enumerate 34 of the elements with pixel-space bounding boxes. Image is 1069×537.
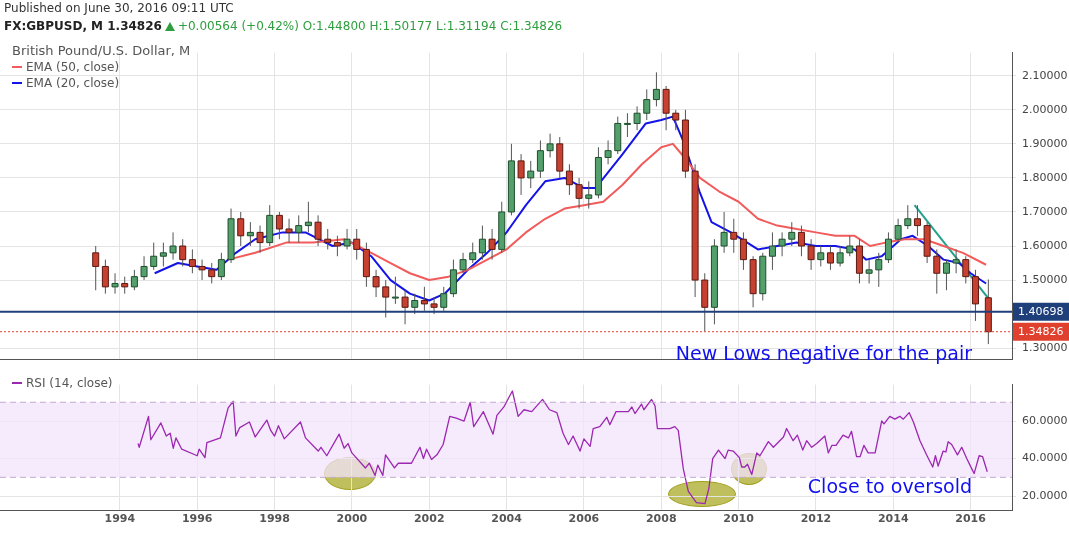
chart-subtitle: +0.00564 (+0.42%) O:1.44800 H:1.50177 L:1.31194 C:1.34826: [177, 19, 563, 33]
y-tick-label: 2.10000: [1022, 68, 1068, 82]
y-tick-label: 40.0000: [1022, 451, 1068, 465]
x-tick-label: 2006: [568, 512, 600, 526]
x-tick-label: 2002: [413, 512, 445, 526]
y-tick-label: 1.80000: [1022, 170, 1068, 184]
ref-line-label: 1.34826: [1018, 324, 1064, 338]
annotation: Close to oversold: [807, 475, 972, 497]
y-tick-label: 1.90000: [1022, 136, 1068, 150]
text: Published on June 30, 2016 09:11 UTC: [4, 1, 234, 15]
legend-label: EMA (50, close): [26, 59, 120, 75]
y-tick-label: 20.0000: [1022, 488, 1068, 502]
y-tick-label: 2.00000: [1022, 102, 1068, 116]
x-tick-label: 1998: [259, 512, 290, 526]
legend-label: RSI (14, close): [26, 375, 113, 391]
legend-title: British Pound/U.S. Dollar, M: [12, 43, 191, 59]
x-tick-label: 2010: [723, 512, 755, 526]
x-tick-label: 1994: [104, 512, 136, 526]
x-tick-label: 2012: [800, 512, 832, 526]
x-tick-label: 2008: [645, 512, 677, 526]
x-tick-label: 1996: [181, 512, 213, 526]
ref-line-label: 1.40698: [1018, 304, 1064, 318]
annotation: New Lows negative for the pair: [675, 342, 972, 364]
y-tick-label: 60.0000: [1022, 413, 1068, 427]
y-tick-label: 1.70000: [1022, 204, 1068, 218]
y-tick-label: 1.50000: [1022, 272, 1068, 286]
x-tick-label: 2016: [955, 512, 987, 526]
y-tick-label: 1.30000: [1022, 341, 1068, 355]
x-tick-label: 2000: [336, 512, 368, 526]
chart-title: FX:GBPUSD, M 1.34826: [4, 19, 162, 33]
y-tick-label: 1.60000: [1022, 238, 1068, 252]
x-tick-label: 2014: [877, 512, 909, 526]
x-tick-label: 2004: [491, 512, 523, 526]
legend-label: EMA (20, close): [26, 75, 120, 91]
